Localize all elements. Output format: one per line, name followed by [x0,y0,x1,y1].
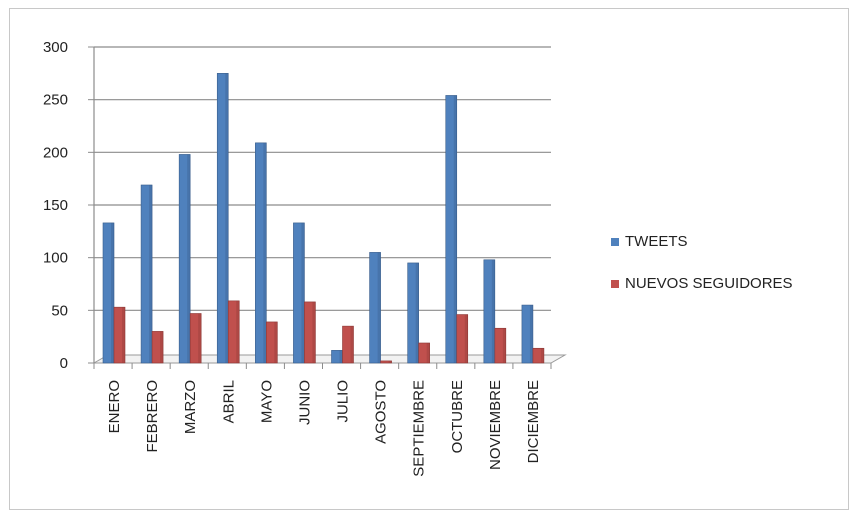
bar-shade [225,73,229,363]
y-tick-label: 50 [51,302,68,319]
bar-shade [111,222,114,363]
bar-nuevos-seguidores-octubre [456,314,469,364]
legend-swatch-nuevos-seguidores [611,280,619,288]
gridlines [94,46,551,311]
bar-shade [198,313,202,363]
bar-tweets-diciembre [521,304,534,364]
bar-shade [377,252,381,363]
bar-shade [502,328,506,363]
bar-nuevos-seguidores-junio [304,301,316,364]
bar-shade [540,348,544,363]
bar-tweets-mayo [255,142,267,364]
bar-tweets-abril [216,73,229,364]
x-category-label: ABRIL [220,380,237,423]
bars [102,73,545,364]
bar-tweets-febrero [140,184,153,364]
bar-shade [149,184,153,363]
bar-shade [415,262,419,363]
bar-shade [160,331,164,363]
bar-tweets-marzo [178,154,191,364]
bar-nuevos-seguidores-julio [342,325,354,364]
bar-shade [426,342,430,363]
y-tick-label: 100 [43,250,68,267]
bar-nuevos-seguidores-mayo [266,321,278,364]
bar-shade [453,95,457,363]
bar-shade [236,300,240,363]
bar-nuevos-seguidores-agosto [380,360,392,364]
x-category-label: OCTUBRE [449,380,466,453]
bar-shade [529,305,533,363]
y-tick-label: 200 [43,144,68,161]
bar-shade [388,360,392,363]
x-category-label: JUNIO [296,380,313,425]
bar-shade [312,301,316,363]
y-tick-label: 300 [43,39,68,56]
bar-tweets-septiembre [407,262,419,364]
legend: TWEETS NUEVOS SEGUIDORES [611,233,793,292]
bar-shade [301,222,305,363]
y-tick-labels: 0 50 100 150 200 250 300 [43,39,68,372]
bar-nuevos-seguidores-abril [227,300,240,364]
bar-nuevos-seguidores-enero [113,306,126,364]
x-category-label: ENERO [106,380,123,433]
bar-tweets-enero [102,222,115,364]
x-category-labels: ENERO FEBRERO MARZO ABRIL MAYO JUNIO JULIO AGOS… [106,380,542,477]
bar-shade [350,326,354,363]
x-category-label: FEBRERO [144,380,161,453]
bar-shade [274,321,278,363]
bar-nuevos-seguidores-diciembre [532,347,545,364]
bar-shade [187,154,191,363]
x-category-label: JULIO [335,380,352,423]
x-category-label: MARZO [182,380,199,434]
y-tick-label: 250 [43,92,68,109]
bar-tweets-junio [293,222,305,364]
bar-tweets-octubre [445,95,458,364]
x-category-label: AGOSTO [373,380,390,444]
bar-shade [339,350,343,363]
y-tick-label: 150 [43,197,68,214]
legend-label-tweets: TWEETS [625,233,688,250]
legend-label-nuevos-seguidores: NUEVOS SEGUIDORES [625,275,793,292]
x-category-label: NOVIEMBRE [487,380,504,470]
x-category-label: DICIEMBRE [525,380,542,463]
y-tick-label: 0 [60,355,68,372]
bar-shade [491,259,495,363]
x-category-label: SEPTIEMBRE [411,380,428,477]
bar-shade [263,142,267,363]
bar-tweets-agosto [369,252,381,364]
legend-swatch-tweets [611,238,619,246]
x-category-label: MAYO [258,380,275,423]
bar-nuevos-seguidores-septiembre [418,342,430,364]
bar-tweets-noviembre [483,259,496,364]
bar-shade [464,314,468,363]
bar-nuevos-seguidores-febrero [151,331,164,364]
bar-shade [122,307,125,363]
bar-nuevos-seguidores-noviembre [494,327,507,364]
bar-nuevos-seguidores-marzo [189,313,202,364]
